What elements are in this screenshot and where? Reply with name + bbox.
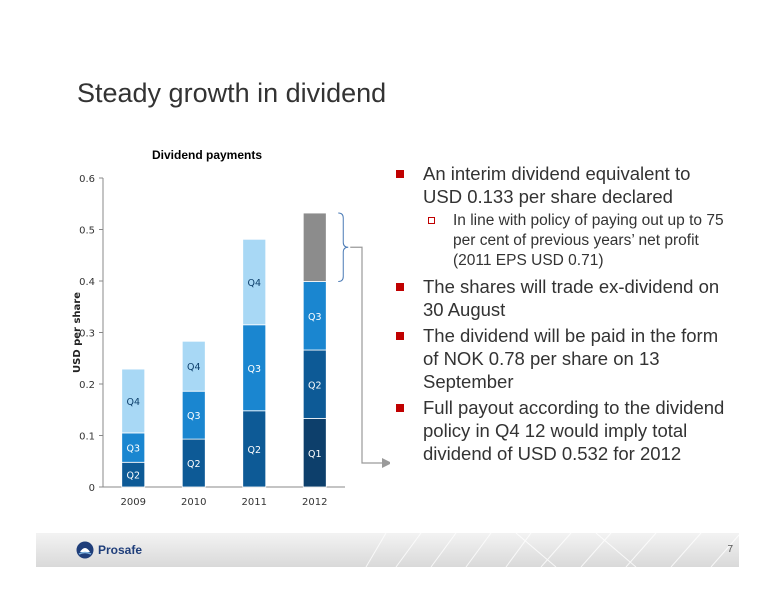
y-tick-label: 0.5 — [79, 226, 95, 237]
prosafe-logo-icon — [76, 541, 94, 559]
bullet-item: The dividend will be paid in the form of… — [396, 324, 731, 393]
slide-footer: Prosafe 7 — [36, 533, 739, 567]
square-bullet-icon — [396, 283, 404, 291]
footer-pattern — [365, 533, 739, 567]
x-tick-label: 2010 — [181, 497, 206, 508]
bar-segment-label: Q1 — [308, 449, 322, 460]
bullet-text: Full payout according to the dividend po… — [423, 397, 725, 464]
bullet-item: An interim dividend equivalent to USD 0.… — [396, 162, 731, 208]
y-tick-label: 0.1 — [79, 432, 95, 443]
bar-segment-label: Q3 — [247, 364, 261, 375]
bullet-text: An interim dividend equivalent to USD 0.… — [423, 163, 691, 207]
y-tick-label: 0.6 — [79, 174, 95, 185]
y-axis-label: USD per share — [72, 292, 83, 373]
x-tick-label: 2012 — [302, 497, 327, 508]
arrow-head-icon — [382, 458, 390, 468]
prosafe-logo: Prosafe — [76, 541, 142, 559]
y-tick-label: 0.4 — [79, 277, 95, 288]
bar-segment-label: Q2 — [308, 380, 322, 391]
square-bullet-icon — [396, 170, 404, 178]
bar-segment-2011-Q4 — [242, 238, 267, 326]
connector-line — [350, 246, 382, 464]
logo-text: Prosafe — [98, 543, 143, 557]
square-bullet-icon — [396, 332, 404, 340]
y-tick-label: 0.3 — [79, 329, 95, 340]
bullet-text: The dividend will be paid in the form of… — [423, 325, 719, 392]
projection-bracket — [338, 212, 349, 283]
bar-segment-label: Q3 — [187, 411, 201, 422]
bullet-item: The shares will trade ex-dividend on 30 … — [396, 275, 731, 321]
x-tick-label: 2009 — [121, 497, 146, 508]
x-tick-label: 2011 — [242, 497, 267, 508]
bar-segment-label: Q4 — [187, 362, 201, 373]
slide-title: Steady growth in dividend — [77, 78, 387, 108]
bar-segment-label: Q2 — [126, 471, 140, 482]
bar-segment-2010-Q4 — [181, 340, 206, 392]
bullet-text: The shares will trade ex-dividend on 30 … — [423, 276, 720, 320]
bar-segment-label: Q3 — [126, 444, 140, 455]
bar-segment-label: Q3 — [308, 312, 322, 323]
square-bullet-icon — [396, 404, 404, 412]
hollow-square-bullet-icon — [428, 217, 435, 224]
bar-segment-label: Q2 — [247, 445, 261, 456]
dividend-chart: Dividend payments 0 0.1 0.2 0.3 0.4 0.5 0.6 USD … — [72, 148, 390, 508]
bar-segment-label: Q4 — [247, 278, 261, 289]
y-tick-label: 0 — [89, 483, 95, 494]
page-number: 7 — [727, 544, 733, 555]
bar-segment-label: Q2 — [187, 459, 201, 470]
sub-bullet-item: In line with policy of paying out up to … — [396, 211, 731, 271]
bar-segment-2009-Q4 — [121, 368, 146, 434]
sub-bullet-text: In line with policy of paying out up to … — [453, 212, 724, 269]
bullet-item: Full payout according to the dividend po… — [396, 396, 731, 465]
bullet-list: An interim dividend equivalent to USD 0.… — [396, 162, 731, 468]
bar-segment-label: Q4 — [126, 397, 140, 408]
chart-title: Dividend payments — [152, 148, 262, 162]
bar-segment-2012-projected — [302, 212, 327, 282]
y-tick-label: 0.2 — [79, 380, 95, 391]
